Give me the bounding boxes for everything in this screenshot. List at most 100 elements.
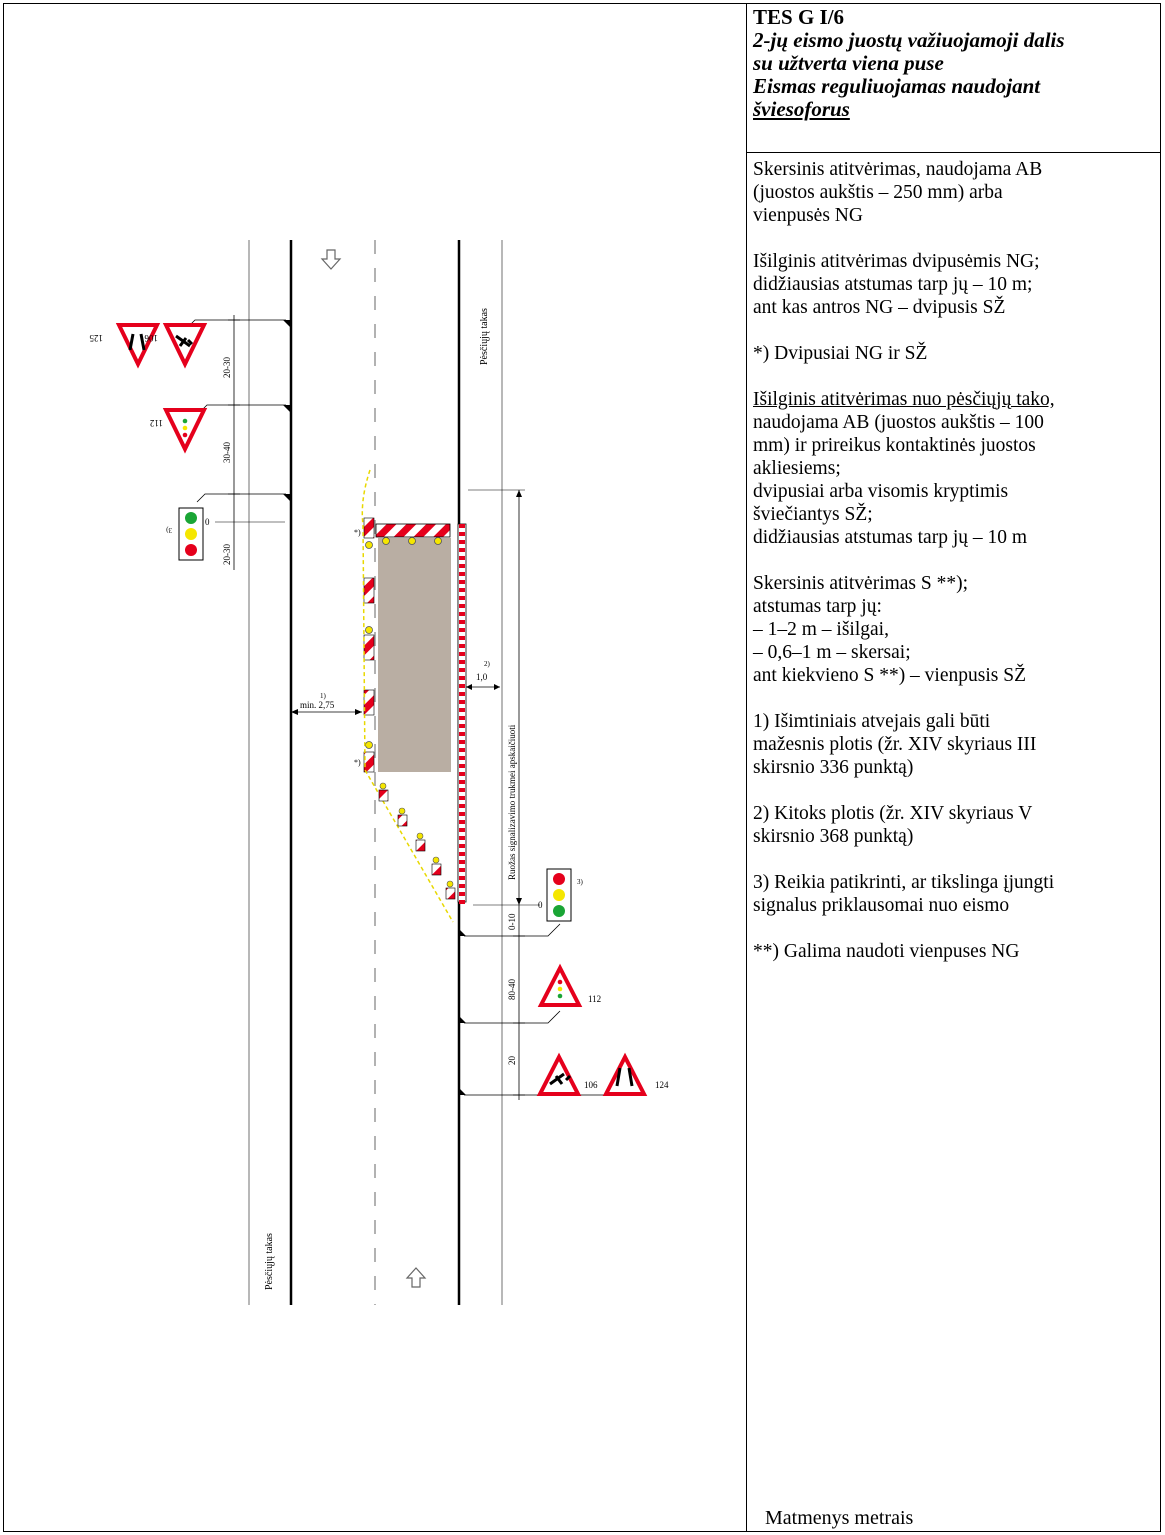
note-line: **) Galima naudoti vienpuses NG — [753, 941, 1020, 962]
note-line: *) Dvipusiai NG ir SŽ — [753, 343, 928, 364]
road-works-sign-bottom-icon: 106 — [536, 1052, 598, 1096]
note-gap — [753, 365, 1161, 388]
barrier-segment — [459, 876, 465, 880]
traffic-light-bottom-icon: 3) — [546, 868, 584, 922]
note-gap — [753, 227, 1161, 250]
note-line: signalus priklausomai nuo eismo — [753, 895, 1010, 916]
barrier-segment — [459, 540, 465, 544]
barrier-segment — [459, 612, 465, 616]
sidewalk-label-right: Pėsčiųjų takas — [479, 308, 490, 365]
traffic-light-top-icon: 3) — [166, 507, 204, 561]
units-note: Matmenys metrais — [765, 1507, 914, 1529]
sign-112-label-bottom: 112 — [588, 994, 601, 1004]
barrier-segment — [459, 660, 465, 664]
barrier-segment — [459, 772, 465, 776]
arrow-down-icon — [320, 249, 342, 270]
road-works-sign-icon: 106 — [144, 323, 208, 369]
barrier-segment — [459, 860, 465, 864]
scheme-subtitle-2: su užtverta viena puse — [753, 51, 944, 75]
barrier-segment — [459, 628, 465, 632]
note-gap — [753, 549, 1161, 572]
note-line: mažesnis plotis (žr. XIV skyriaus III — [753, 734, 1037, 755]
note-line: ant kiekvieno S **) – vienpusis SŽ — [753, 665, 1026, 686]
note-line: 2) Kitoks plotis (žr. XIV skyriaus V — [753, 803, 1033, 824]
barrier-segment — [459, 804, 465, 808]
light-note-top: 3) — [166, 526, 173, 534]
note-line: – 1–2 m – išilgai, — [753, 619, 889, 640]
barrier-segment — [459, 780, 465, 784]
barrier-segment — [459, 692, 465, 696]
scheme-subtitle-4: šviesoforus — [753, 97, 850, 121]
dim-top-1: 20-30 — [222, 357, 232, 378]
barrier-segment — [459, 636, 465, 640]
note-line: naudojama AB (juostos aukštis – 100 — [753, 412, 1044, 433]
barrier-segment — [459, 884, 465, 888]
dim-bottom-2: 80-40 — [507, 979, 517, 1000]
lane-width-note: 1) — [320, 692, 327, 700]
barrier-segment — [459, 564, 465, 568]
note-line: – 0,6–1 m – skersai; — [753, 642, 911, 663]
side-gap-note: 2) — [484, 660, 491, 668]
note-gap — [753, 917, 1161, 940]
barrier-segment — [459, 788, 465, 792]
barrier-segment — [459, 676, 465, 680]
traffic-light-warning-sign-bottom-icon: 112 — [537, 963, 601, 1007]
taper-line — [361, 469, 454, 923]
barrier-segment — [459, 588, 465, 592]
note-line: šviečiantys SŽ; — [753, 504, 873, 525]
note-line: didžiausias atstumas tarp jų – 10 m; — [753, 274, 1033, 295]
barrier-segment — [459, 868, 465, 872]
note-line: 1) Išimtiniais atvejais gali būti — [753, 711, 991, 732]
note-line: Išilginis atitvėrimas nuo pėsčiųjų tako, — [753, 389, 1055, 410]
dim-bottom-1: 0-10 — [507, 913, 517, 930]
column-divider — [746, 3, 747, 1532]
sidewalk-barrier-segments — [459, 524, 465, 904]
note-gap — [753, 319, 1161, 342]
barrier-segment — [459, 764, 465, 768]
sign-124-label-bottom: 124 — [655, 1080, 669, 1090]
barrier-segment — [459, 580, 465, 584]
zero-mark-bottom: 0 — [538, 900, 543, 910]
dim-top-2: 30-40 — [222, 442, 232, 463]
dim-top-3: 20-30 — [222, 544, 232, 565]
note-line: skirsnio 336 punktą) — [753, 757, 914, 778]
traffic-light-warning-sign-icon: 112 — [150, 408, 208, 454]
note-line: Išilginis atitvėrimas dvipusėmis NG; — [753, 251, 1040, 272]
longitudinal-barriers — [363, 517, 375, 773]
barrier-segment — [459, 812, 465, 816]
barrier-segment — [459, 524, 465, 528]
barrier-segment — [459, 668, 465, 672]
note-line: ant kas antros NG – dvipusis SŽ — [753, 297, 1006, 318]
taper-cones — [378, 782, 456, 900]
transverse-barrier-top — [375, 523, 451, 538]
side-gap-label: 1,0 — [476, 672, 488, 682]
barrier-segment — [459, 644, 465, 648]
header-separator — [746, 152, 1161, 153]
star-note-top: *) — [354, 528, 361, 537]
note-line: mm) ir prireikus kontaktinės juostos — [753, 435, 1036, 456]
note-gap — [753, 687, 1161, 710]
sign-125-label: 125 — [89, 333, 103, 343]
legend-notes: Skersinis atitvėrimas, naudojama AB (juos… — [753, 158, 1161, 963]
barrier-segment — [459, 596, 465, 600]
barrier-segment — [459, 604, 465, 608]
barrier-segment — [459, 844, 465, 848]
barrier-segment — [459, 836, 465, 840]
closed-work-area — [378, 538, 451, 772]
road-narrows-sign-bottom-icon: 124 — [602, 1052, 669, 1096]
note-line: (juostos aukštis – 250 mm) arba — [753, 182, 1003, 203]
barrier-segment — [459, 748, 465, 752]
barrier-segment — [459, 652, 465, 656]
scheme-subtitle-3: Eismas reguliuojamas naudojant — [753, 74, 1041, 98]
barrier-segment — [459, 572, 465, 576]
barrier-segment — [459, 900, 465, 904]
arrow-up-icon — [405, 1267, 427, 1288]
note-gap — [753, 779, 1161, 802]
barrier-segment — [459, 820, 465, 824]
barrier-segment — [459, 708, 465, 712]
dim-bottom-3: 20 — [507, 1056, 517, 1066]
sign-106-label: 106 — [144, 333, 158, 343]
lane-width-label: min. 2,75 — [300, 700, 335, 710]
barrier-segment — [459, 620, 465, 624]
barrier-segment — [459, 892, 465, 896]
